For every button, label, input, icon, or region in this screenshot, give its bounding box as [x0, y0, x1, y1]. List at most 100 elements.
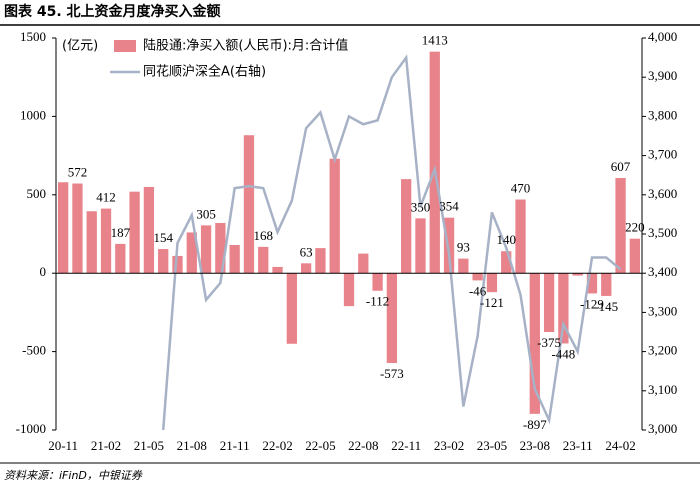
x-tick-label: 21-11	[220, 438, 250, 453]
bar	[586, 273, 598, 294]
data-label: 187	[111, 225, 131, 240]
bar	[229, 244, 240, 274]
bar	[215, 223, 226, 274]
x-tick-label: 21-08	[177, 438, 207, 453]
x-tick-label: 23-02	[434, 438, 464, 453]
bar	[472, 273, 483, 281]
data-label: 93	[457, 240, 470, 255]
chart-title: 图表 45. 北上资金月度净买入金额	[4, 3, 221, 20]
data-label: -112	[366, 294, 389, 309]
y2-tick-label: 3,600	[648, 186, 677, 201]
data-label: 470	[511, 180, 531, 195]
y2-tick-label: 3,300	[648, 303, 677, 318]
bar	[100, 208, 112, 274]
bar	[529, 273, 540, 414]
x-tick-label: 23-11	[563, 438, 593, 453]
data-label: -145	[594, 299, 618, 314]
bar	[429, 51, 440, 274]
y2-tick-label: 3,100	[648, 382, 677, 397]
bar	[315, 248, 326, 274]
bar	[386, 273, 398, 364]
bar	[615, 178, 626, 274]
bar	[72, 183, 83, 274]
x-tick-label: 21-05	[134, 438, 164, 453]
bar	[358, 253, 369, 274]
bar	[186, 232, 197, 274]
bar	[258, 246, 269, 274]
y2-tick-label: 3,800	[648, 107, 677, 122]
data-label: 572	[68, 164, 88, 179]
data-label: 354	[439, 199, 459, 214]
bar	[243, 135, 255, 274]
bar	[401, 179, 412, 274]
bar	[486, 273, 498, 293]
bar	[372, 273, 383, 291]
bar	[200, 225, 212, 274]
legend-swatch	[114, 40, 136, 52]
bar	[58, 182, 69, 274]
bar	[601, 273, 612, 296]
x-tick-label: 24-02	[605, 438, 635, 453]
bar	[572, 273, 583, 276]
data-label: 1413	[422, 33, 448, 48]
bar	[115, 243, 126, 274]
data-label: 305	[196, 206, 216, 221]
y-tick-label: -500	[22, 343, 46, 358]
legend-label: 同花顺沪深全A(右轴)	[143, 64, 266, 80]
bar	[129, 191, 140, 274]
data-label: 168	[253, 228, 273, 243]
x-tick-label: 21-02	[91, 438, 121, 453]
bar	[300, 263, 312, 274]
bar	[272, 266, 283, 274]
y-tick-label: -1000	[16, 421, 46, 436]
y2-tick-label: 3,200	[648, 343, 677, 358]
bar	[629, 238, 640, 274]
data-label: -46	[469, 283, 487, 298]
data-label: -573	[380, 366, 404, 381]
bar	[558, 273, 569, 344]
bar	[172, 255, 183, 274]
y-tick-label: 1500	[20, 29, 46, 44]
legend-label: 陆股通:净买入额(人民币):月:合计值	[143, 38, 348, 54]
data-label: -375	[537, 335, 561, 350]
data-label: -448	[551, 346, 575, 361]
data-label: 63	[300, 244, 313, 259]
data-label: -129	[580, 296, 604, 311]
bar	[501, 251, 512, 274]
bar	[329, 158, 340, 274]
y2-tick-label: 3,400	[648, 264, 677, 279]
y2-tick-label: 3,000	[648, 421, 677, 436]
bar	[86, 211, 97, 274]
bar	[343, 273, 355, 307]
bar	[158, 249, 169, 274]
data-label: 412	[96, 190, 116, 205]
bar	[415, 218, 426, 274]
x-tick-label: 22-02	[262, 438, 292, 453]
data-label: 607	[611, 159, 631, 174]
bar	[286, 273, 297, 344]
x-tick-label: 23-08	[520, 438, 550, 453]
data-label: 350	[411, 199, 431, 214]
y2-tick-label: 4,000	[648, 29, 677, 44]
source: 资料来源：iFinD，中银证券	[4, 469, 143, 482]
bar	[443, 217, 455, 274]
x-tick-label: 22-05	[305, 438, 335, 453]
y2-tick-label: 3,700	[648, 147, 677, 162]
x-tick-label: 22-08	[348, 438, 378, 453]
data-label: -897	[523, 417, 547, 432]
x-tick-label: 22-11	[391, 438, 421, 453]
y2-tick-label: 3,900	[648, 68, 677, 83]
line	[161, 54, 622, 430]
data-label: -121	[480, 295, 504, 310]
bar	[143, 186, 155, 274]
data-label: 220	[625, 220, 645, 235]
plot	[58, 51, 640, 430]
data-label: 140	[496, 232, 516, 247]
y-axis-label: (亿元)	[62, 39, 98, 54]
bar	[543, 273, 555, 332]
y-tick-label: 500	[27, 186, 47, 201]
y2-tick-label: 3,500	[648, 225, 677, 240]
y-tick-label: 1000	[20, 107, 46, 122]
